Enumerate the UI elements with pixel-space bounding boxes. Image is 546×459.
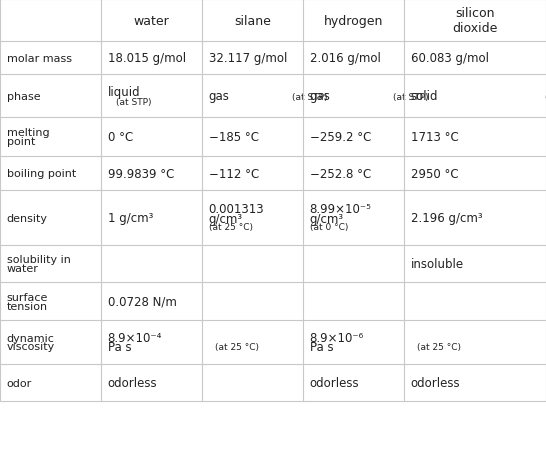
Text: phase: phase [7, 91, 40, 101]
Text: silicon
dioxide: silicon dioxide [452, 7, 498, 35]
Text: 0 °C: 0 °C [108, 130, 133, 144]
Text: 2950 °C: 2950 °C [411, 167, 458, 180]
Text: solubility in: solubility in [7, 255, 70, 264]
Text: 99.9839 °C: 99.9839 °C [108, 167, 174, 180]
Text: gas: gas [310, 90, 330, 103]
Text: 2.196 g/cm³: 2.196 g/cm³ [411, 212, 482, 224]
Text: water: water [7, 263, 38, 273]
Text: g/cm³: g/cm³ [209, 213, 242, 225]
Text: hydrogen: hydrogen [324, 15, 383, 28]
Text: −259.2 °C: −259.2 °C [310, 130, 371, 144]
Text: 2.016 g/mol: 2.016 g/mol [310, 52, 381, 65]
Text: Pa s: Pa s [310, 340, 333, 353]
Text: gas: gas [209, 90, 229, 103]
Text: 60.083 g/mol: 60.083 g/mol [411, 52, 489, 65]
Text: solid: solid [411, 90, 438, 103]
Text: 0.001313: 0.001313 [209, 203, 264, 216]
Text: surface: surface [7, 292, 48, 302]
Text: 8.9×10⁻⁶: 8.9×10⁻⁶ [310, 331, 364, 344]
Text: (at 25 °C): (at 25 °C) [209, 222, 253, 231]
Text: density: density [7, 213, 48, 223]
Text: liquid: liquid [108, 86, 140, 99]
Text: (at 0 °C): (at 0 °C) [310, 222, 348, 231]
Text: silane: silane [234, 15, 271, 28]
Text: −112 °C: −112 °C [209, 167, 259, 180]
Text: insoluble: insoluble [411, 257, 464, 270]
Text: water: water [134, 15, 169, 28]
Text: −252.8 °C: −252.8 °C [310, 167, 371, 180]
Text: 0.0728 N/m: 0.0728 N/m [108, 295, 176, 308]
Text: 18.015 g/mol: 18.015 g/mol [108, 52, 186, 65]
Text: (at STP): (at STP) [292, 93, 327, 102]
Text: (at 25 °C): (at 25 °C) [417, 343, 461, 352]
Text: 1713 °C: 1713 °C [411, 130, 458, 144]
Text: 8.99×10⁻⁵: 8.99×10⁻⁵ [310, 203, 371, 216]
Text: −185 °C: −185 °C [209, 130, 259, 144]
Text: tension: tension [7, 301, 48, 311]
Text: molar mass: molar mass [7, 54, 72, 64]
Text: g/cm³: g/cm³ [310, 213, 344, 225]
Text: Pa s: Pa s [108, 340, 131, 353]
Text: (at 25 °C): (at 25 °C) [215, 343, 259, 352]
Text: melting: melting [7, 128, 49, 138]
Text: 32.117 g/mol: 32.117 g/mol [209, 52, 287, 65]
Text: (at STP): (at STP) [393, 93, 428, 102]
Text: odorless: odorless [310, 376, 359, 389]
Text: 8.9×10⁻⁴: 8.9×10⁻⁴ [108, 331, 162, 344]
Text: boiling point: boiling point [7, 169, 76, 179]
Text: dynamic: dynamic [7, 333, 55, 343]
Text: odor: odor [7, 378, 32, 388]
Text: odorless: odorless [108, 376, 157, 389]
Text: odorless: odorless [411, 376, 460, 389]
Text: 1 g/cm³: 1 g/cm³ [108, 212, 153, 224]
Text: viscosity: viscosity [7, 341, 55, 352]
Text: (at STP): (at STP) [545, 93, 546, 102]
Bar [0, 0, 546, 402]
Text: (at STP): (at STP) [116, 97, 151, 106]
Text: point: point [7, 136, 35, 146]
